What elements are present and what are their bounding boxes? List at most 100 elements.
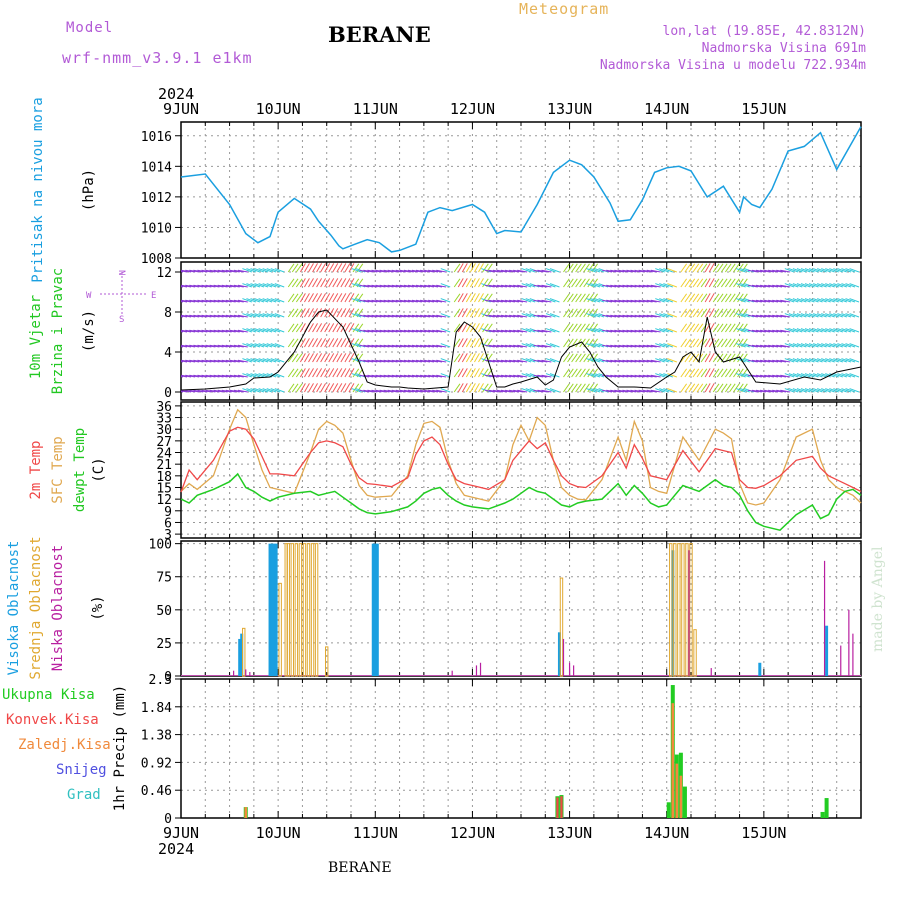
wind-arrow — [266, 388, 277, 393]
wind-arrow — [185, 374, 196, 378]
wind-arrow — [209, 389, 220, 393]
wind-arrow — [484, 329, 495, 333]
wind-arrow — [594, 388, 605, 393]
wind-arrow — [583, 263, 590, 273]
y-tick-label: 1008 — [141, 252, 172, 267]
cloud-bar-visoka — [373, 543, 377, 676]
wind-arrow — [246, 373, 257, 378]
wind-arrow — [399, 359, 410, 363]
wind-arrow — [469, 353, 476, 363]
wind-arrow — [474, 338, 480, 348]
cloud-bar-srednja — [677, 543, 681, 677]
y-tick-label: 75 — [156, 571, 172, 586]
wind-arrow — [379, 389, 390, 393]
wind-arrow — [525, 343, 536, 348]
wind-arrow — [563, 323, 570, 333]
wind-arrow — [287, 368, 295, 378]
wind-arrow — [533, 284, 544, 288]
wind-arrow — [821, 373, 831, 378]
wind-arrow — [768, 374, 779, 378]
wind-arrow — [590, 343, 601, 348]
y-tick-label: 36 — [156, 400, 172, 415]
wind-arrow — [308, 263, 314, 273]
wind-arrow — [849, 283, 860, 288]
wind-arrow — [500, 284, 511, 288]
wind-arrow — [764, 314, 775, 318]
y-tick-label: 0 — [164, 670, 172, 685]
wind-arrow — [755, 269, 766, 273]
wind-arrow — [772, 359, 783, 363]
wind-arrow — [817, 313, 827, 318]
wind-arrow — [352, 263, 360, 273]
wind-arrow — [692, 368, 700, 378]
wind-arrow — [736, 268, 746, 273]
wind-arrow — [270, 328, 281, 333]
wind-arrow — [383, 374, 394, 378]
y-tick-label: 1.38 — [141, 729, 172, 744]
wind-arrow — [274, 313, 285, 318]
wind-arrow — [193, 299, 204, 303]
wind-arrow — [197, 374, 208, 378]
wind-arrow — [825, 298, 835, 303]
wind-arrow — [328, 338, 335, 348]
wind-arrow — [274, 358, 285, 363]
x-tick-label-top: 15JUN — [741, 100, 786, 118]
wind-arrow — [549, 298, 560, 303]
wind-arrow — [525, 313, 536, 318]
wind-arrow — [352, 368, 360, 378]
wind-arrow — [792, 328, 803, 333]
wind-arrow — [287, 278, 295, 288]
wind-arrow — [213, 344, 224, 348]
wind-arrow — [780, 329, 791, 333]
wind-arrow — [320, 353, 327, 363]
wind-arrow — [266, 268, 277, 273]
wind-arrow — [181, 346, 184, 348]
temp-dew-axis-label: dewpt Temp — [72, 428, 88, 512]
wind-arrow — [622, 269, 633, 273]
wind-arrow — [541, 389, 552, 393]
wind-arrow — [291, 383, 299, 393]
wind-arrow — [788, 343, 799, 348]
wind-arrow — [655, 373, 665, 378]
wind-arrow — [796, 328, 807, 333]
wind-arrow — [496, 269, 507, 273]
station-title: BERANE — [328, 22, 431, 47]
model-label: Model — [66, 20, 114, 36]
wind-arrow — [411, 329, 422, 333]
wind-arrow — [367, 314, 378, 318]
x-tick-label-top: 11JUN — [353, 100, 398, 118]
wind-arrow — [525, 358, 536, 363]
wind-arrow — [614, 299, 625, 303]
wind-arrow — [509, 284, 520, 288]
wind-arrow — [312, 308, 318, 318]
wind-arrow — [484, 359, 495, 363]
wind-arrow — [733, 278, 740, 288]
precip-bar-zaledj — [675, 763, 679, 818]
wind-arrow — [788, 358, 799, 363]
wind-arrow — [650, 269, 661, 273]
wind-arrow — [837, 268, 848, 273]
wind-arrow — [213, 284, 224, 288]
wind-arrow — [533, 314, 544, 318]
wind-arrow — [291, 323, 299, 333]
wind-arrow — [221, 344, 232, 348]
wind-arrow — [500, 359, 511, 363]
wind-arrow — [549, 283, 560, 288]
wind-arrow — [567, 353, 574, 363]
wind-arrow — [759, 374, 771, 378]
wind-arrow — [680, 368, 688, 378]
wind-arrow — [217, 329, 228, 333]
wind-arrow — [229, 359, 240, 363]
wind-arrow — [630, 284, 641, 288]
wind-arrow — [618, 299, 629, 303]
wind-arrow — [764, 269, 775, 273]
wind-arrow — [229, 374, 240, 378]
wind-arrow — [336, 338, 343, 348]
wind-arrow — [724, 278, 732, 288]
wind-arrow — [348, 278, 355, 288]
wind-arrow — [440, 343, 451, 348]
precip-unit-label: 1hr Precip (mm) — [112, 685, 128, 811]
meteogram-title: Meteogram — [519, 0, 610, 18]
wind-arrow — [804, 268, 815, 273]
wind-arrow — [696, 293, 704, 303]
